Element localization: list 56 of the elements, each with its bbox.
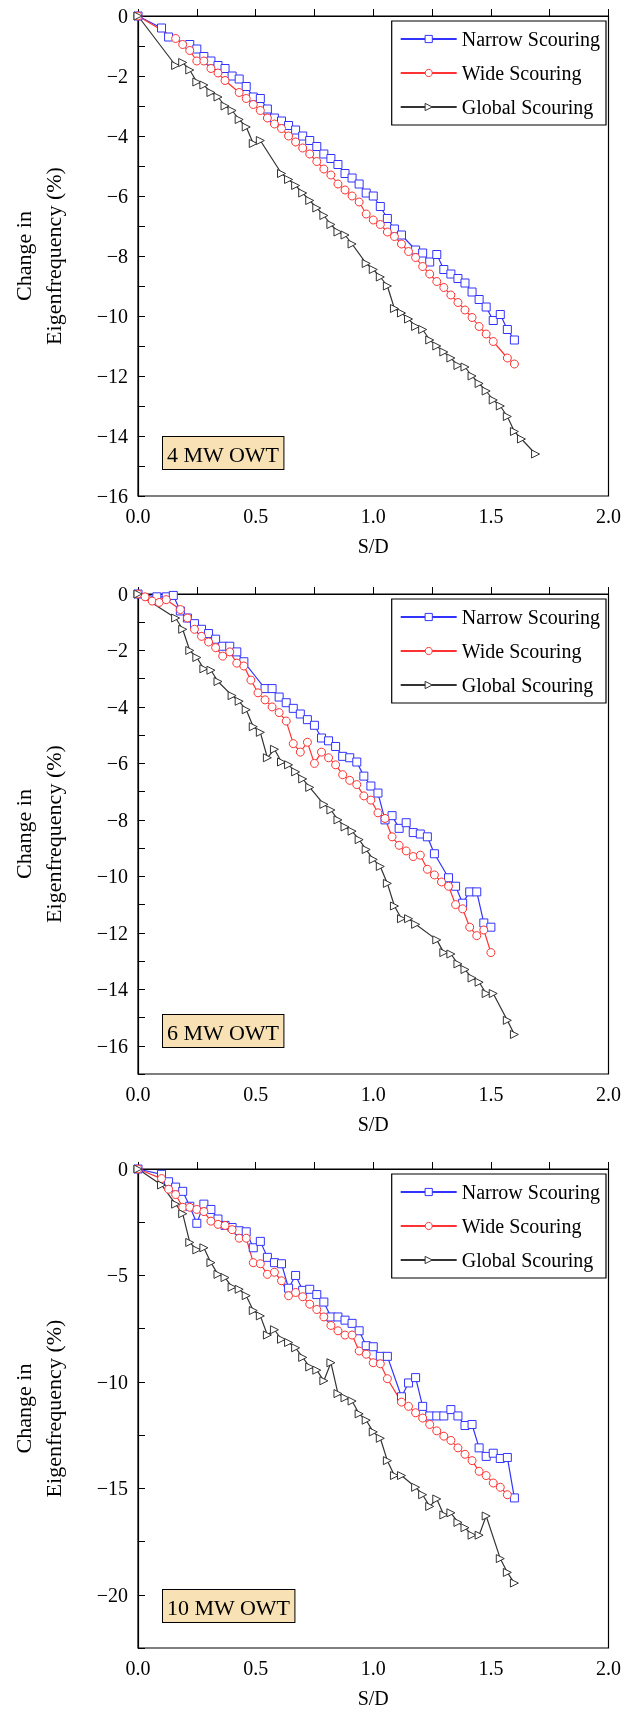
x-tick-label: 1.0 bbox=[360, 1657, 386, 1679]
x-tick-label: 0.0 bbox=[125, 505, 151, 527]
x-axis-title: S/D bbox=[357, 1687, 389, 1709]
y-tick-label: −15 bbox=[96, 1477, 128, 1500]
y-tick-label: −14 bbox=[96, 425, 128, 447]
x-tick-label: 0.0 bbox=[125, 1657, 151, 1679]
legend-label: Narrow Scouring bbox=[461, 28, 601, 51]
legend-label: Global Scouring bbox=[461, 96, 594, 119]
x-tick-label: 2.0 bbox=[596, 1657, 621, 1679]
y-axis-title: Change in Eigenfrequency (%) bbox=[10, 167, 66, 345]
legend-label: Global Scouring bbox=[461, 674, 594, 697]
x-axis-title: S/D bbox=[357, 1113, 389, 1135]
x-tick-label: 0.5 bbox=[243, 1657, 269, 1679]
y-tick-label: −8 bbox=[106, 245, 128, 267]
x-tick-label: 1.0 bbox=[360, 1083, 386, 1105]
x-tick-label: 0.5 bbox=[243, 505, 269, 527]
y-tick-label: 0 bbox=[118, 1158, 128, 1180]
y-tick-label: −4 bbox=[106, 125, 128, 147]
x-tick-label: 2.0 bbox=[596, 1083, 621, 1105]
annotation: 4 MW OWT bbox=[167, 441, 280, 467]
legend-label: Global Scouring bbox=[461, 1249, 594, 1272]
y-tick-label: 0 bbox=[118, 583, 128, 605]
x-tick-label: 0.0 bbox=[125, 1083, 151, 1105]
legend-label: Narrow Scouring bbox=[461, 1181, 601, 1204]
y-tick-label: −12 bbox=[96, 921, 128, 944]
x-tick-label: 1.0 bbox=[360, 505, 386, 527]
legend-label: Narrow Scouring bbox=[461, 606, 601, 629]
legend-label: Wide Scouring bbox=[461, 1215, 582, 1238]
x-tick-label: 1.5 bbox=[478, 1083, 504, 1105]
y-tick-label: −4 bbox=[106, 695, 128, 718]
y-tick-label: −16 bbox=[96, 485, 128, 507]
y-axis-title: Change in Eigenfrequency (%) bbox=[10, 745, 66, 923]
legend-label: Wide Scouring bbox=[461, 640, 582, 663]
y-tick-label: −2 bbox=[106, 639, 128, 662]
y-tick-label: −10 bbox=[96, 305, 128, 327]
x-tick-label: 0.5 bbox=[243, 1083, 269, 1105]
y-tick-label: −5 bbox=[106, 1264, 128, 1287]
y-tick-label: −2 bbox=[106, 65, 128, 87]
y-tick-label: −16 bbox=[96, 1034, 128, 1057]
y-tick-label: −20 bbox=[96, 1583, 128, 1606]
y-tick-label: 0 bbox=[118, 5, 128, 27]
x-axis-title: S/D bbox=[357, 535, 389, 557]
y-tick-label: −6 bbox=[106, 185, 128, 207]
y-tick-label: −8 bbox=[106, 808, 128, 831]
annotation: 6 MW OWT bbox=[167, 1019, 280, 1045]
x-tick-label: 1.5 bbox=[478, 1657, 504, 1679]
x-tick-label: 2.0 bbox=[596, 505, 621, 527]
legend-label: Wide Scouring bbox=[461, 62, 582, 85]
y-tick-label: −10 bbox=[96, 1370, 128, 1393]
y-tick-label: −10 bbox=[96, 865, 128, 888]
y-axis-title: Change in Eigenfrequency (%) bbox=[10, 1319, 66, 1498]
y-tick-label: −12 bbox=[96, 365, 128, 387]
x-tick-label: 1.5 bbox=[478, 505, 504, 527]
y-tick-label: −6 bbox=[106, 752, 128, 775]
y-tick-label: −14 bbox=[96, 978, 128, 1001]
annotation: 10 MW OWT bbox=[167, 1594, 291, 1620]
